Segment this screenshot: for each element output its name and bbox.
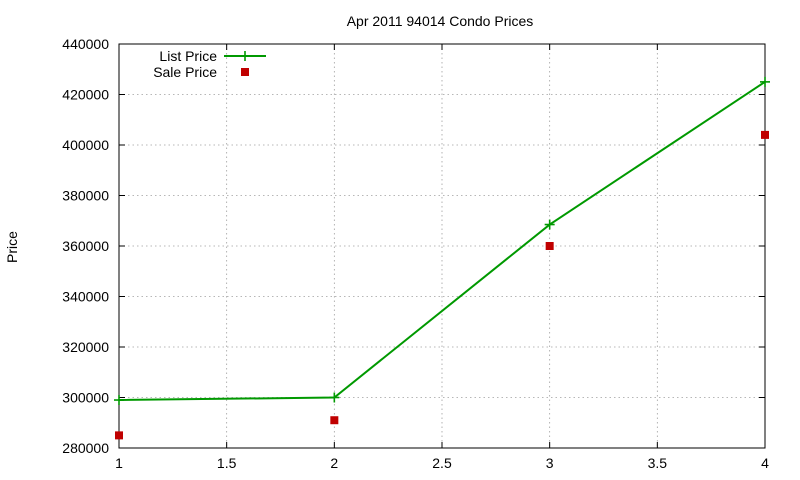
x-tick-label: 2.5 <box>432 455 452 471</box>
x-tick-label: 2 <box>330 455 338 471</box>
chart-title: Apr 2011 94014 Condo Prices <box>347 13 534 29</box>
sale-price-point <box>761 130 769 139</box>
sale-price-point <box>545 242 554 250</box>
y-axis-label: Price <box>4 231 20 263</box>
list-price-point <box>544 219 555 230</box>
legend-label: List Price <box>159 48 217 64</box>
list-price-line <box>118 81 766 402</box>
y-tick-label: 440000 <box>62 36 109 52</box>
legend-swatch-marker <box>241 68 249 76</box>
legend-label: Sale Price <box>153 64 217 80</box>
y-tick-label: 380000 <box>62 188 109 204</box>
list-price-point <box>329 392 340 403</box>
grid <box>119 44 765 448</box>
list-price-point <box>114 395 124 406</box>
y-tick-label: 320000 <box>62 339 109 355</box>
y-tick-label: 420000 <box>62 87 109 103</box>
x-tick-label: 3.5 <box>648 455 668 471</box>
sale-price-point <box>330 416 339 425</box>
x-tick-label: 3 <box>546 455 554 471</box>
y-tick-label: 360000 <box>62 238 109 254</box>
x-tick-label: 1 <box>115 455 123 471</box>
x-tick-label: 1.5 <box>217 455 237 471</box>
x-tick-label: 4 <box>761 455 769 471</box>
legend-swatch-marker <box>240 51 250 61</box>
y-tick-label: 400000 <box>62 137 109 153</box>
series <box>114 76 770 440</box>
y-tick-label: 300000 <box>62 390 109 406</box>
axis-ticks: 1 1.5 2 2.5 3 3.5 4 280000 300000 320000 340000 360… <box>62 36 769 471</box>
y-tick-label: 280000 <box>62 440 109 456</box>
y-tick-label: 340000 <box>62 289 109 305</box>
sale-price-point <box>115 431 123 440</box>
list-price-point <box>760 76 770 87</box>
